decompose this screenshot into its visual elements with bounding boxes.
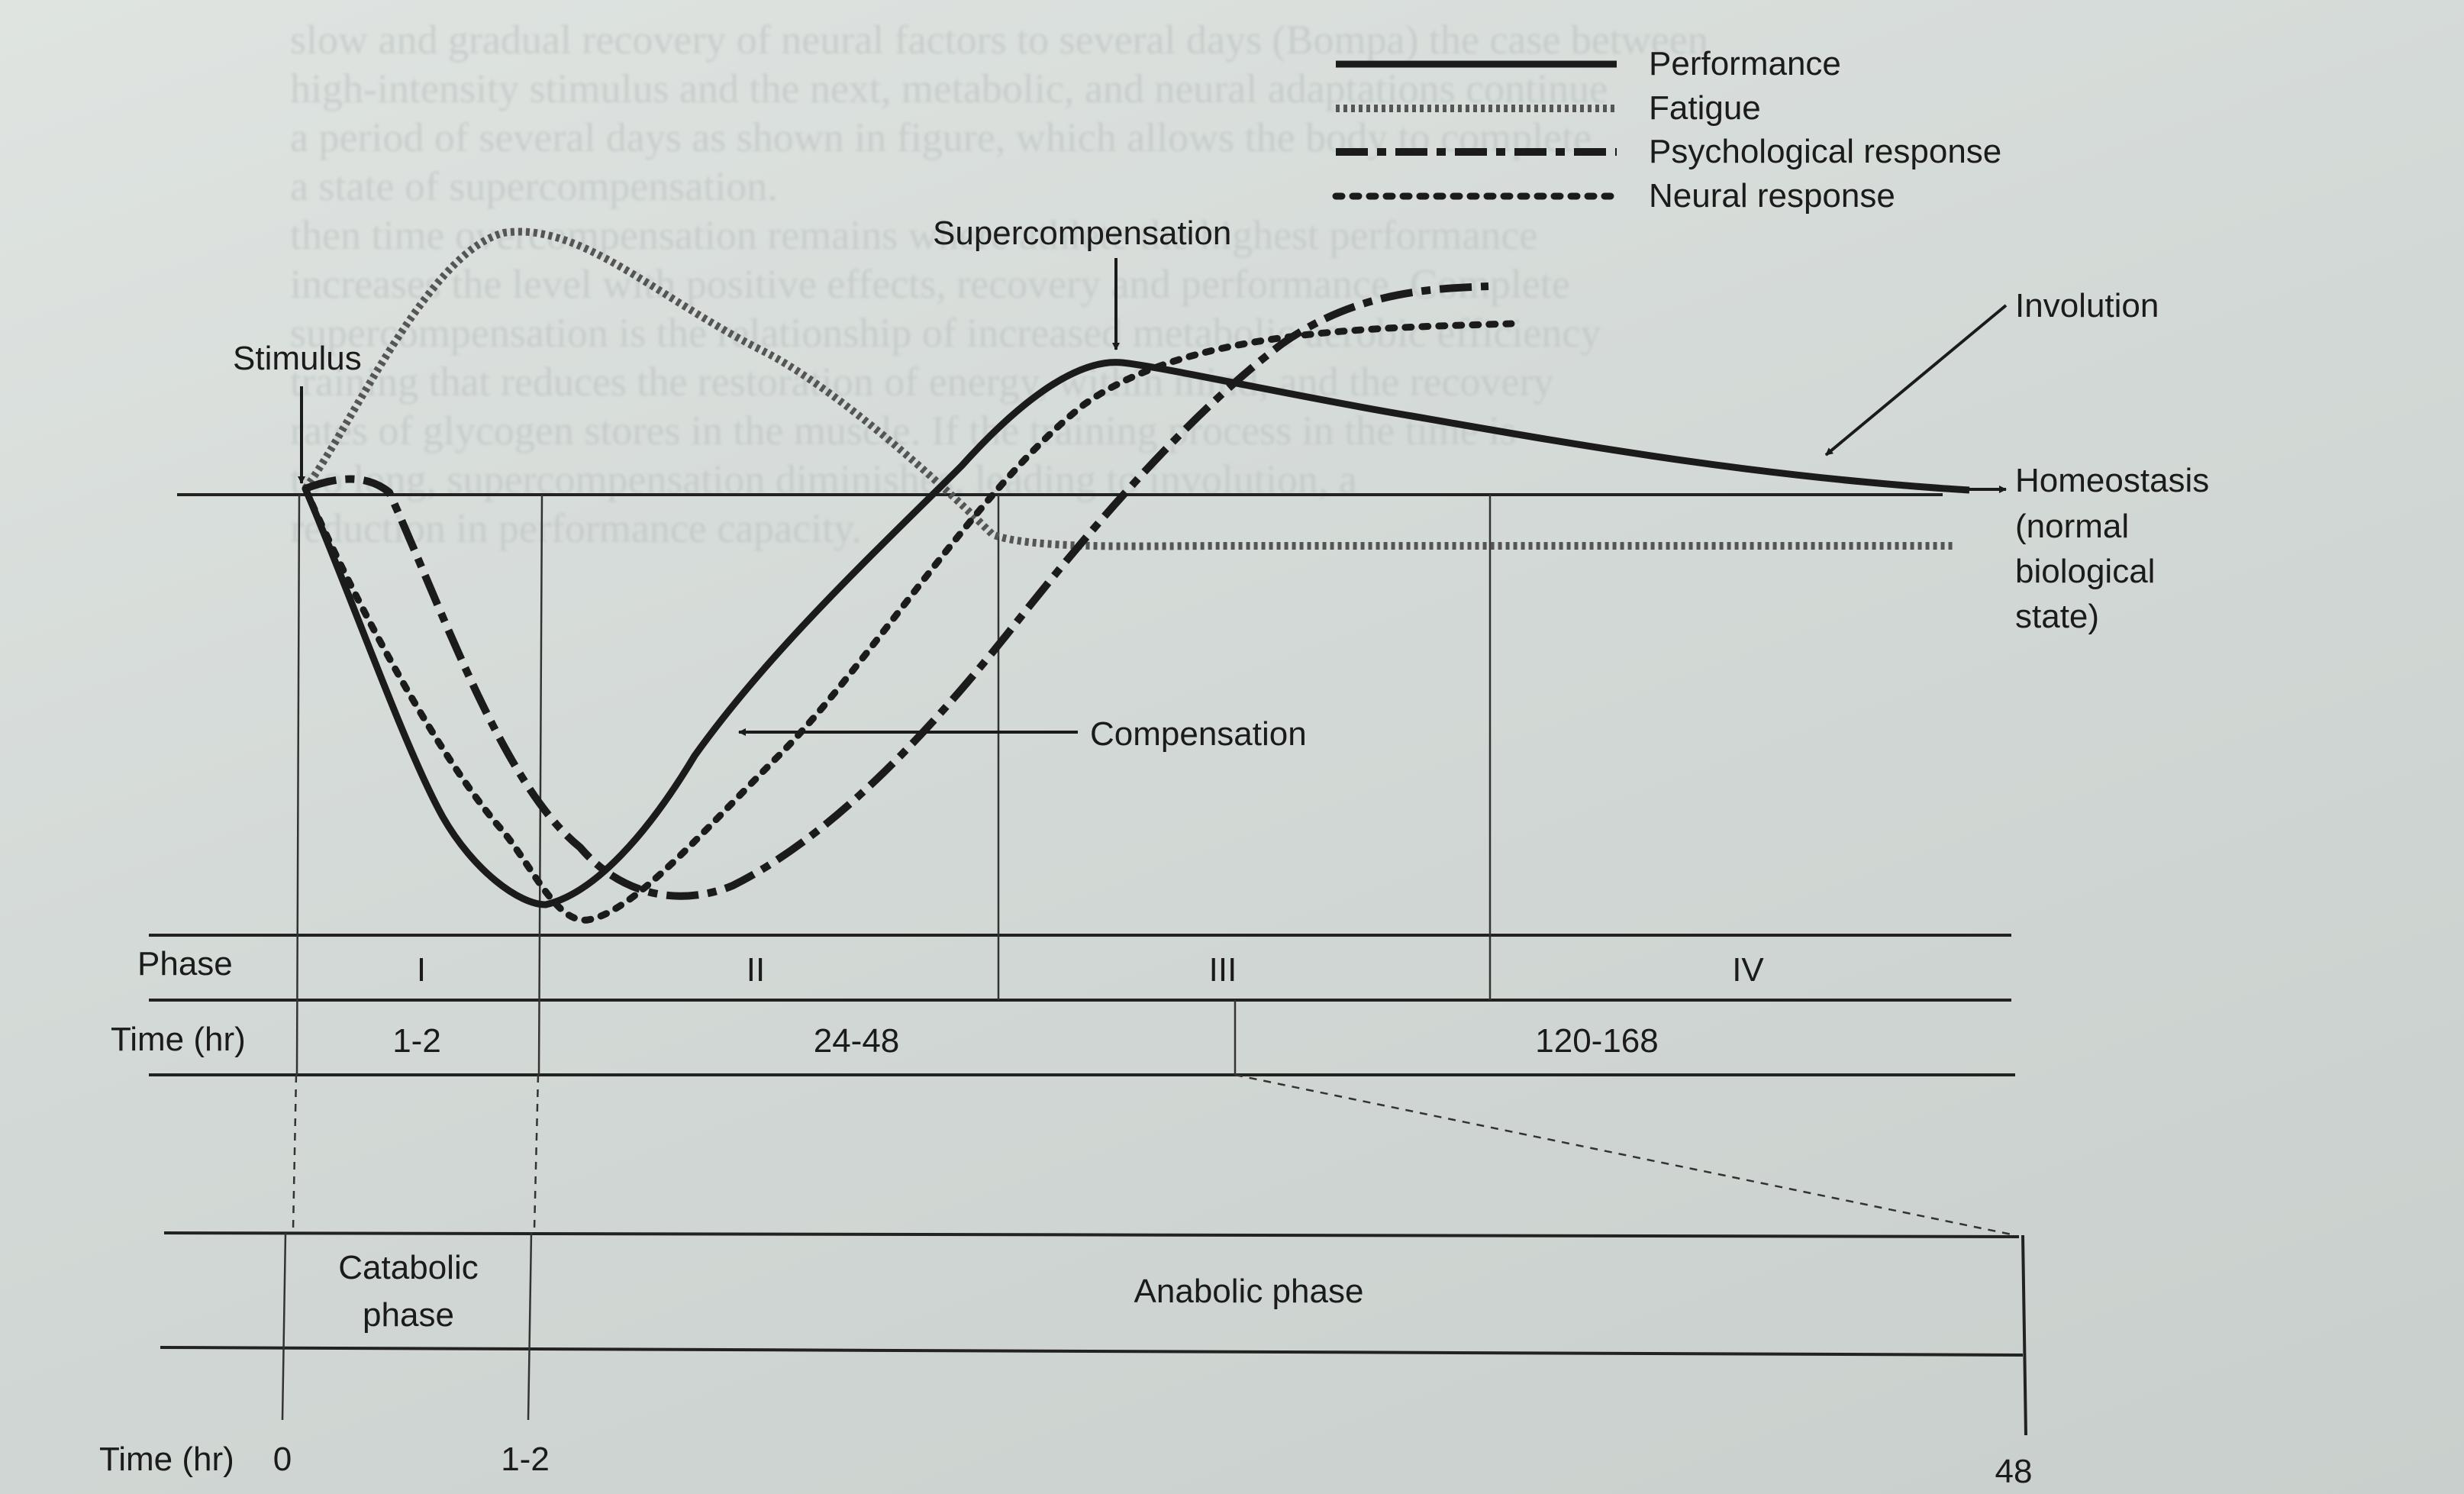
axis-tick-1-2: [527, 1232, 533, 1421]
phase-III: III: [1209, 951, 1237, 989]
involution-arrow: [1824, 304, 2008, 457]
metabolic-row-top-rule: [163, 1231, 2020, 1238]
catabolic-label-line-2: phase: [363, 1296, 454, 1334]
stimulus-label: Stimulus: [233, 340, 362, 377]
phase-row-label: Phase: [137, 945, 233, 983]
homeostasis-label-line-2: (normal: [2015, 508, 2129, 545]
legend-fatigue-label: Fatigue: [1649, 89, 1761, 127]
axis-tick-48: [2021, 1234, 2027, 1436]
time-24-48: 24-48: [814, 1022, 900, 1060]
catabolic-label-line-1: Catabolic: [338, 1249, 478, 1286]
bg-text-line: slow and gradual recovery of neural fact…: [290, 17, 1708, 63]
phase-II: II: [747, 951, 765, 989]
homeostasis-label-line-4: state): [2015, 598, 2099, 635]
performance-curve: [302, 359, 1970, 908]
legend-psychological-label: Psychological response: [1649, 133, 2001, 170]
bg-text-line: rates of glycogen stores in the muscle. …: [290, 408, 1517, 453]
bottom-axis: Time (hr) 0 1-2 48: [99, 1441, 2032, 1490]
bottom-axis-label: Time (hr): [99, 1441, 234, 1478]
bg-text-line: a state of supercompensation.: [290, 163, 778, 209]
axis-tick-0: [281, 1232, 287, 1421]
neural-curve: [302, 320, 1515, 924]
annotations: Stimulus Supercompensation Involution Co…: [233, 215, 2209, 753]
bg-text-line: a period of several days as shown in fig…: [290, 115, 1592, 160]
bg-text-line: supercompensation is the relationship of…: [290, 310, 1601, 356]
phase-row: Phase I II III IV: [137, 945, 1764, 989]
bottom-tick-48: 48: [1995, 1453, 2033, 1490]
phase-IV: IV: [1732, 951, 1764, 989]
compensation-label: Compensation: [1090, 715, 1307, 753]
legend-neural-label: Neural response: [1649, 177, 1895, 215]
projection-line-0: [292, 1074, 298, 1230]
response-curves: [302, 227, 1970, 924]
metabolic-row-bottom-rule: [160, 1346, 2024, 1357]
projection-line-48: [1234, 1073, 2016, 1237]
bg-text-line: increases the level with positive effect…: [290, 261, 1570, 307]
time-row: Time (hr) 1-2 24-48 120-168: [111, 1021, 1659, 1060]
homeostasis-label-line-1: Homeostasis: [2015, 462, 2209, 499]
projection-line-1-2: [533, 1074, 540, 1230]
fatigue-curve: [302, 227, 1954, 550]
time-120-168: 120-168: [1535, 1022, 1658, 1060]
metabolic-row: Catabolic phase Anabolic phase: [338, 1249, 1363, 1334]
bg-text-line: training that reduces the restoration of…: [290, 359, 1554, 405]
bottom-tick-0: 0: [273, 1441, 292, 1478]
homeostasis-label-line-3: biological: [2015, 553, 2155, 590]
supercompensation-label: Supercompensation: [933, 215, 1231, 252]
bottom-tick-1-2: 1-2: [501, 1441, 550, 1478]
time-row-label: Time (hr): [111, 1021, 246, 1058]
involution-label: Involution: [2015, 287, 2159, 324]
divider-phase-1-2: [537, 494, 543, 1076]
bg-text-line: high-intensity stimulus and the next, me…: [290, 66, 1608, 111]
bg-text-line: reduction in performance capacity.: [290, 505, 863, 551]
divider-stimulus: [295, 494, 301, 1076]
psychological-curve: [304, 282, 1489, 900]
time-1-2: 1-2: [392, 1022, 441, 1060]
phase-I: I: [417, 951, 426, 989]
anabolic-label: Anabolic phase: [1134, 1273, 1364, 1310]
legend: Performance Fatigue Psychological respon…: [1332, 45, 2001, 215]
legend-performance-label: Performance: [1649, 45, 1841, 82]
chart-grid: [149, 493, 2027, 1436]
